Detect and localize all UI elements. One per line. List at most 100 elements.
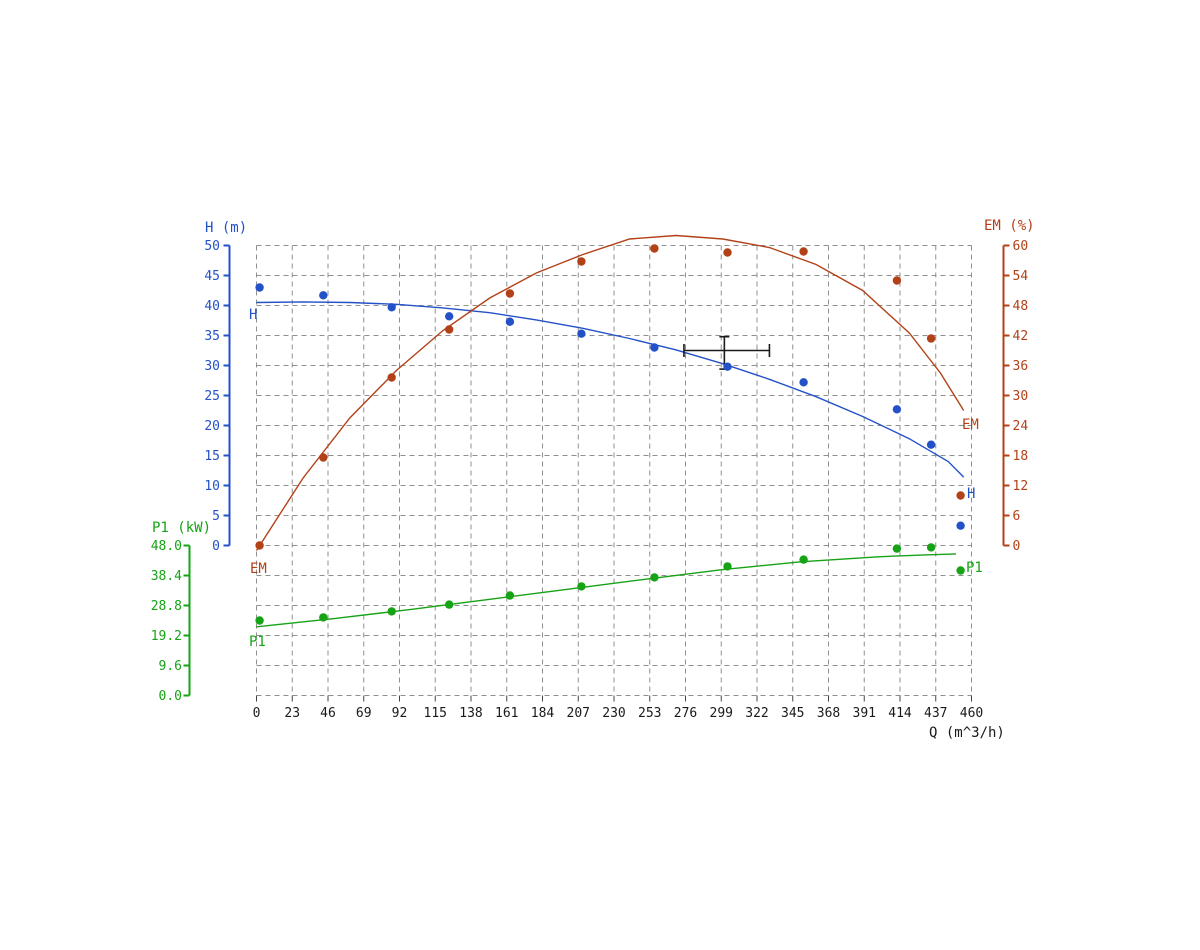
x-axis-tick-label: 138 (459, 706, 482, 721)
p1-data-point (892, 544, 902, 553)
em-data-point (505, 289, 515, 298)
h-data-point (723, 362, 732, 371)
em-axis-tick-label: 24 (1013, 419, 1029, 434)
h-axis-tick-label: 40 (204, 299, 220, 314)
p1-axis-tick-label: 28.8 (151, 599, 182, 614)
em-data-point (799, 247, 808, 256)
h-data-point (255, 283, 264, 292)
x-axis-tick-label: 437 (924, 706, 947, 721)
p1-data-point (956, 566, 965, 575)
x-axis-tick-label: 161 (495, 706, 518, 721)
x-axis-tick-label: 92 (392, 706, 408, 721)
h-axis-tick-label: 10 (204, 479, 220, 494)
em-axis-tick-label: 0 (1013, 539, 1021, 554)
p1-curve-label-left: P1 (249, 634, 266, 650)
x-axis-tick-label: 414 (888, 706, 912, 721)
p1-data-point (255, 616, 264, 625)
x-axis-tick-label: 276 (674, 706, 697, 721)
x-axis-tick-label: 368 (817, 706, 840, 721)
em-axis-tick-label: 60 (1013, 239, 1029, 254)
em-axis-tick-label: 42 (1013, 329, 1029, 344)
h-axis-tick-label: 35 (204, 329, 220, 344)
em-axis-tick-label: 36 (1013, 359, 1029, 374)
p1-data-point (445, 600, 454, 609)
h-data-point (926, 440, 936, 449)
h-axis-tick-label: 5 (212, 509, 220, 524)
em-axis-tick-label: 6 (1013, 509, 1021, 524)
x-axis-tick-label: 345 (781, 706, 804, 721)
em-data-point (445, 325, 454, 334)
p1-data-point (319, 613, 328, 622)
lower-left-axis-title: P1 (kW) (152, 520, 212, 536)
h-data-point (445, 312, 454, 321)
em-data-point (956, 491, 965, 500)
left-axis-title: H (m) (205, 220, 248, 236)
h-fitted-curve (256, 301, 965, 478)
em-data-point (926, 334, 936, 343)
em-axis-tick-label: 30 (1013, 389, 1029, 404)
h-data-point (319, 291, 328, 300)
p1-data-point (650, 573, 659, 582)
h-curve-label-right: H (967, 486, 976, 502)
em-data-point (387, 373, 396, 382)
em-axis-tick-label: 54 (1013, 269, 1029, 284)
h-curve-label-left: H (249, 307, 258, 323)
x-axis-tick-label: 207 (567, 706, 590, 721)
p1-data-point (799, 555, 808, 564)
h-axis-tick-label: 0 (212, 539, 220, 554)
em-data-point (577, 257, 586, 266)
x-axis-tick-label: 69 (356, 706, 372, 721)
p1-data-point (577, 582, 586, 591)
right-axis-title: EM (%) (984, 218, 1035, 234)
p1-axis-tick-label: 9.6 (159, 659, 182, 674)
em-axis-tick-label: 12 (1013, 479, 1029, 494)
h-axis-tick-label: 20 (204, 419, 220, 434)
h-axis-tick-label: 25 (204, 389, 220, 404)
em-axis-tick-label: 18 (1013, 449, 1029, 464)
x-axis-tick-label: 460 (960, 706, 983, 721)
x-axis-tick-label: 322 (745, 706, 768, 721)
x-axis-tick-label: 299 (710, 706, 733, 721)
p1-axis-tick-label: 48.0 (151, 539, 182, 554)
x-axis-tick-label: 115 (424, 706, 447, 721)
p1-data-point (505, 591, 515, 600)
p1-data-point (926, 543, 936, 552)
p1-axis-tick-label: 38.4 (151, 569, 182, 584)
h-data-point (956, 521, 965, 530)
em-fitted-curve (255, 234, 965, 551)
x-axis-tick-label: 23 (284, 706, 300, 721)
p1-fitted-curve (256, 553, 957, 628)
h-data-point (505, 317, 515, 326)
h-data-point (387, 303, 396, 312)
h-data-point (650, 343, 659, 352)
em-data-point (723, 248, 732, 257)
x-axis-tick-label: 184 (531, 706, 555, 721)
em-data-point (892, 276, 902, 285)
h-data-point (577, 329, 586, 338)
x-axis-title: Q (m^3/h) (929, 725, 1005, 741)
p1-data-point (723, 562, 732, 571)
em-data-point (319, 453, 328, 462)
p1-axis-tick-label: 19.2 (151, 629, 182, 644)
em-curve-label-right: EM (962, 417, 979, 433)
x-axis-tick-label: 46 (320, 706, 336, 721)
h-data-point (892, 405, 902, 414)
h-axis-tick-label: 15 (204, 449, 220, 464)
em-curve-label-left: EM (250, 561, 267, 577)
h-axis-tick-label: 50 (204, 239, 220, 254)
p1-axis-tick-label: 0.0 (159, 689, 182, 704)
em-axis-tick-label: 48 (1013, 299, 1029, 314)
p1-data-point (387, 607, 396, 616)
x-axis-tick-label: 0 (253, 706, 261, 721)
x-axis-tick-label: 391 (853, 706, 876, 721)
p1-curve-label-right: P1 (966, 560, 983, 576)
x-axis-tick-label: 253 (638, 706, 661, 721)
x-axis-tick-label: 230 (602, 706, 625, 721)
h-axis-tick-label: 30 (204, 359, 220, 374)
h-data-point (799, 378, 808, 387)
em-data-point (650, 244, 659, 253)
h-axis-tick-label: 45 (204, 269, 220, 284)
em-data-point (255, 541, 264, 550)
